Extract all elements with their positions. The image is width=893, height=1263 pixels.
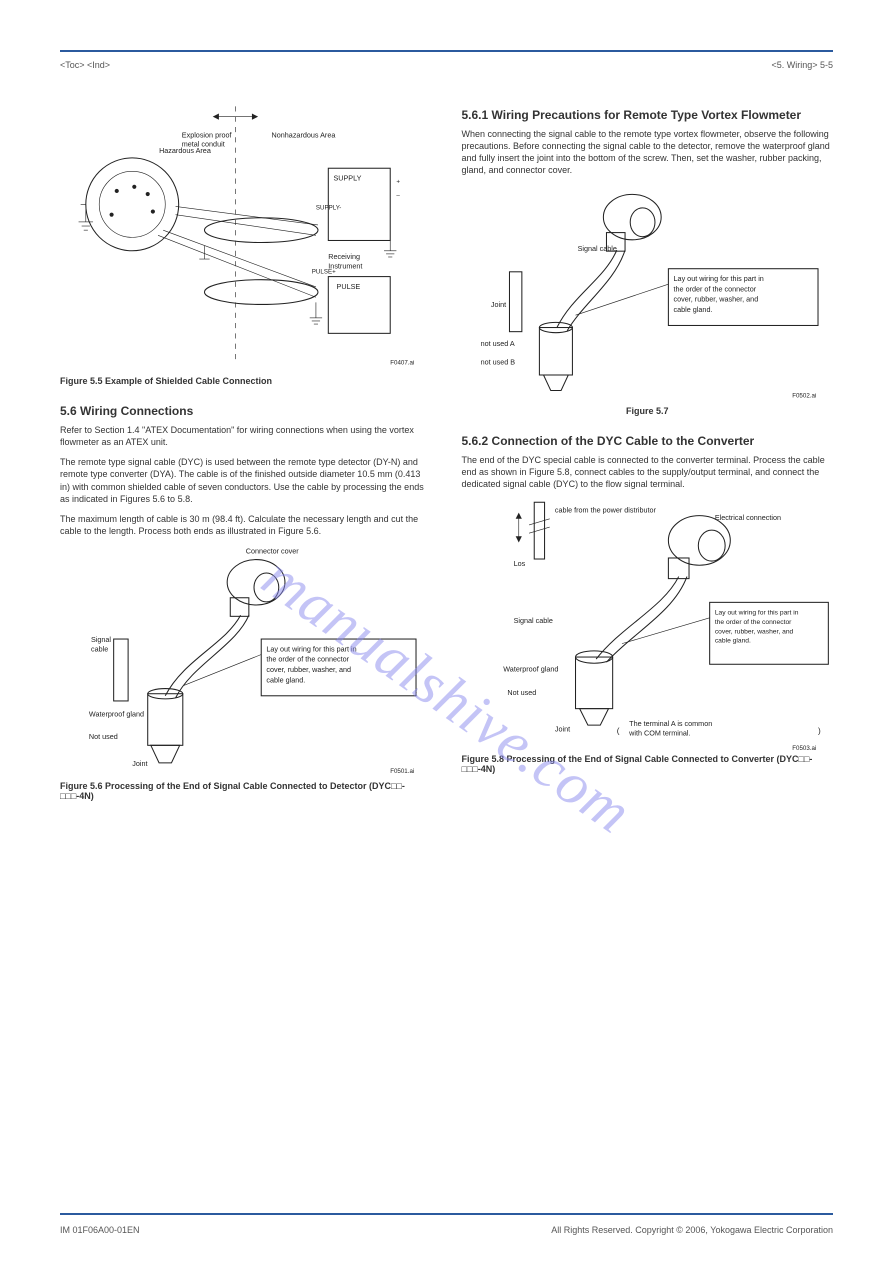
figure-5-6: Connector cover Signal cable Waterproof … [60,545,432,801]
svg-text:Electrical connection: Electrical connection [714,513,780,522]
svg-text:Waterproof gland: Waterproof gland [503,664,558,673]
svg-text:not used B: not used B [480,358,515,367]
svg-text:PULSE: PULSE [337,282,361,291]
svg-text:Los: Los [513,559,525,568]
svg-text:cable: cable [91,645,108,654]
svg-text:cable from the power distribut: cable from the power distributor [554,506,656,515]
svg-text:Hazardous Area: Hazardous Area [159,145,212,154]
section-5-6-2-heading: 5.6.2 Connection of the DYC Cable to the… [462,434,834,448]
svg-text:): ) [818,726,821,735]
figure-5-6-caption: Figure 5.6 Processing of the End of Sign… [60,781,432,801]
svg-text:Receiving: Receiving [328,252,360,261]
section-5-6-1-body: When connecting the signal cable to the … [462,128,834,177]
svg-text:Lay out wiring for this part i: Lay out wiring for this part in [714,610,798,617]
footer-right: All Rights Reserved. Copyright © 2006, Y… [551,1225,833,1235]
top-rule [60,50,833,52]
section-5-6-1-heading: 5.6.1 Wiring Precautions for Remote Type… [462,108,834,122]
bottom-rule [60,1213,833,1215]
svg-text:Not used: Not used [507,688,536,697]
svg-text:SUPPLY: SUPPLY [333,173,361,182]
svg-text:F0501.ai: F0501.ai [390,769,414,776]
svg-text:cover, rubber, washer, and: cover, rubber, washer, and [673,295,758,304]
svg-text:cable gland.: cable gland. [266,676,305,685]
section-5-6-body-1: Refer to Section 1.4 "ATEX Documentation… [60,424,432,448]
svg-text:Waterproof gland: Waterproof gland [89,710,144,719]
section-5-6-body-2: The remote type signal cable (DYC) is us… [60,456,432,505]
svg-text:the order of the connector: the order of the connector [266,655,349,664]
section-5-6-heading: 5.6 Wiring Connections [60,404,432,418]
svg-text:The terminal A is common: The terminal A is common [629,719,712,728]
figure-5-7: Signal cable Joint not used A not used B… [462,185,834,416]
figure-5-8: ( ) cable from the power distributor Ele… [462,498,834,774]
svg-text:Lay out wiring for this part i: Lay out wiring for this part in [673,274,763,283]
svg-text:–: – [396,192,400,199]
svg-text:Joint: Joint [490,300,505,309]
section-5-6-2-body: The end of the DYC special cable is conn… [462,454,834,490]
svg-text:(: ( [616,726,619,735]
svg-text:Nonhazardous Area: Nonhazardous Area [272,130,337,139]
svg-text:Signal cable: Signal cable [577,244,616,253]
svg-text:the order of the connector: the order of the connector [714,619,791,626]
section-5-6-body-3: The maximum length of cable is 30 m (98.… [60,513,432,537]
right-column: 5.6.1 Wiring Precautions for Remote Type… [462,100,834,819]
svg-text:Connector cover: Connector cover [246,547,300,556]
svg-text:Not used: Not used [89,733,118,742]
footer-row: IM 01F06A00-01EN All Rights Reserved. Co… [60,1225,833,1235]
converter-cable-icon: ( ) cable from the power distributor Ele… [462,494,834,752]
svg-text:Signal cable: Signal cable [513,616,552,625]
remote-vortex-icon: Signal cable Joint not used A not used B… [462,181,834,403]
svg-text:cover, rubber, washer, and: cover, rubber, washer, and [266,666,351,675]
svg-text:Joint: Joint [554,724,569,733]
header-row: <Toc> <Ind> <5. Wiring> 5-5 [60,60,833,70]
svg-text:Instrument: Instrument [328,261,362,270]
figure-5-5-caption: Figure 5.5 Example of Shielded Cable Con… [60,376,432,386]
figure-5-7-caption: Figure 5.7 [462,406,834,416]
svg-text:not used A: not used A [480,339,514,348]
svg-text:cable gland.: cable gland. [673,305,712,314]
svg-text:cover, rubber, washer, and: cover, rubber, washer, and [714,628,793,635]
svg-text:Signal: Signal [91,636,111,645]
svg-text:Explosion proof: Explosion proof [182,130,233,139]
figure-5-5: Explosion proof metal conduit Nonhazardo… [60,100,432,386]
svg-text:the order of the connector: the order of the connector [673,285,756,294]
svg-text:+: + [396,178,400,185]
header-left: <Toc> <Ind> [60,60,110,70]
figure-5-8-caption: Figure 5.8 Processing of the End of Sign… [462,754,834,774]
svg-text:F0503.ai: F0503.ai [792,745,816,752]
svg-text:Joint: Joint [132,759,147,768]
header-right: <5. Wiring> 5-5 [771,60,833,70]
left-column: Explosion proof metal conduit Nonhazardo… [60,100,432,819]
svg-text:F0502.ai: F0502.ai [792,393,816,400]
svg-text:SUPPLY-: SUPPLY- [316,204,341,211]
wiring-diagram-icon: Explosion proof metal conduit Nonhazardo… [60,96,432,375]
svg-text:cable gland.: cable gland. [714,638,750,645]
detector-cable-icon: Connector cover Signal cable Waterproof … [60,541,432,778]
svg-text:F0407.ai: F0407.ai [390,359,414,366]
svg-text:with COM terminal.: with COM terminal. [628,728,690,737]
svg-text:Lay out wiring for this part i: Lay out wiring for this part in [266,645,356,654]
footer-left: IM 01F06A00-01EN [60,1225,140,1235]
